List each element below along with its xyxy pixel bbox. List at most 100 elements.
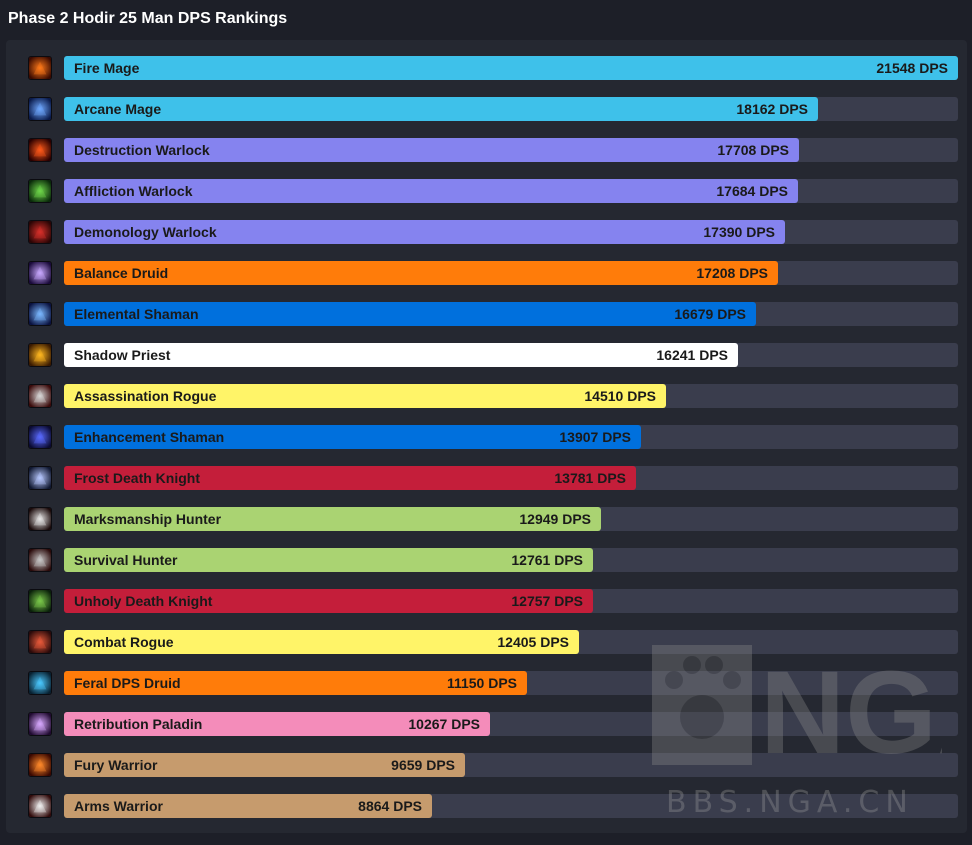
bar-row: Elemental Shaman 16679 DPS [28, 302, 958, 326]
bar-label: Unholy Death Knight [74, 593, 213, 609]
bar-value: 13781 DPS [554, 470, 626, 486]
bar-label: Destruction Warlock [74, 142, 210, 158]
bar-value: 13907 DPS [559, 429, 631, 445]
bar-track: Destruction Warlock 17708 DPS [64, 138, 958, 162]
fire-claw-icon [28, 138, 52, 162]
bar-label: Retribution Paladin [74, 716, 203, 732]
bar: Demonology Warlock 17390 DPS [64, 220, 785, 244]
bar-row: Combat Rogue 12405 DPS [28, 630, 958, 654]
bar-label: Feral DPS Druid [74, 675, 181, 691]
demon-icon [28, 220, 52, 244]
bar-row: Affliction Warlock 17684 DPS [28, 179, 958, 203]
holy-icon [28, 712, 52, 736]
axe-icon [28, 548, 52, 572]
bar: Combat Rogue 12405 DPS [64, 630, 579, 654]
bar-label: Fury Warrior [74, 757, 158, 773]
bar-track: Arcane Mage 18162 DPS [64, 97, 958, 121]
bar-value: 10267 DPS [408, 716, 480, 732]
bar-track: Fire Mage 21548 DPS [64, 56, 958, 80]
bar-track: Combat Rogue 12405 DPS [64, 630, 958, 654]
bar-track: Enhancement Shaman 13907 DPS [64, 425, 958, 449]
bar-track: Frost Death Knight 13781 DPS [64, 466, 958, 490]
bar-value: 17708 DPS [717, 142, 789, 158]
bar-track: Marksmanship Hunter 12949 DPS [64, 507, 958, 531]
blade-icon [28, 630, 52, 654]
bar-label: Frost Death Knight [74, 470, 200, 486]
bar-value: 12405 DPS [497, 634, 569, 650]
page-title: Phase 2 Hodir 25 Man DPS Rankings [8, 10, 288, 27]
dagger-icon [28, 384, 52, 408]
bar-label: Affliction Warlock [74, 183, 193, 199]
sword-icon [28, 794, 52, 818]
bar-value: 16679 DPS [674, 306, 746, 322]
bar-value: 16241 DPS [656, 347, 728, 363]
rage-icon [28, 753, 52, 777]
plague-icon [28, 589, 52, 613]
frost-icon [28, 466, 52, 490]
bar-row: Fury Warrior 9659 DPS [28, 753, 958, 777]
bar-row: Unholy Death Knight 12757 DPS [28, 589, 958, 613]
bar-row: Retribution Paladin 10267 DPS [28, 712, 958, 736]
bar-value: 14510 DPS [584, 388, 656, 404]
bar-row: Frost Death Knight 13781 DPS [28, 466, 958, 490]
bar: Elemental Shaman 16679 DPS [64, 302, 756, 326]
bar-value: 12761 DPS [511, 552, 583, 568]
bar-value: 12949 DPS [519, 511, 591, 527]
bar: Affliction Warlock 17684 DPS [64, 179, 798, 203]
bar-track: Shadow Priest 16241 DPS [64, 343, 958, 367]
bar-value: 17208 DPS [696, 265, 768, 281]
bar-row: Enhancement Shaman 13907 DPS [28, 425, 958, 449]
bar-value: 18162 DPS [736, 101, 808, 117]
lightning-icon [28, 302, 52, 326]
bar: Destruction Warlock 17708 DPS [64, 138, 799, 162]
bar-value: 12757 DPS [511, 593, 583, 609]
arcane-icon [28, 97, 52, 121]
bar-label: Balance Druid [74, 265, 169, 281]
bar-row: Fire Mage 21548 DPS [28, 56, 958, 80]
bar: Marksmanship Hunter 12949 DPS [64, 507, 601, 531]
bar-track: Feral DPS Druid 11150 DPS [64, 671, 958, 695]
bar: Frost Death Knight 13781 DPS [64, 466, 636, 490]
bar-value: 17684 DPS [716, 183, 788, 199]
bar-row: Feral DPS Druid 11150 DPS [28, 671, 958, 695]
bar: Fury Warrior 9659 DPS [64, 753, 465, 777]
bar-label: Assassination Rogue [74, 388, 217, 404]
bar: Balance Druid 17208 DPS [64, 261, 778, 285]
bar-track: Affliction Warlock 17684 DPS [64, 179, 958, 203]
bar-row: Survival Hunter 12761 DPS [28, 548, 958, 572]
bar-track: Assassination Rogue 14510 DPS [64, 384, 958, 408]
bar: Shadow Priest 16241 DPS [64, 343, 738, 367]
bar-track: Elemental Shaman 16679 DPS [64, 302, 958, 326]
bar-row: Arms Warrior 8864 DPS [28, 794, 958, 818]
bar-track: Arms Warrior 8864 DPS [64, 794, 958, 818]
bar-track: Balance Druid 17208 DPS [64, 261, 958, 285]
bar-row: Demonology Warlock 17390 DPS [28, 220, 958, 244]
bar-row: Arcane Mage 18162 DPS [28, 97, 958, 121]
bar-label: Arcane Mage [74, 101, 162, 117]
bar: Assassination Rogue 14510 DPS [64, 384, 666, 408]
bar-value: 11150 DPS [446, 675, 517, 691]
bar-label: Shadow Priest [74, 347, 171, 363]
bar-label: Survival Hunter [74, 552, 178, 568]
arrow-icon [28, 507, 52, 531]
bar-label: Combat Rogue [74, 634, 174, 650]
shadow-skull-icon [28, 343, 52, 367]
bar: Unholy Death Knight 12757 DPS [64, 589, 593, 613]
bar-label: Enhancement Shaman [74, 429, 225, 445]
shield-icon [28, 425, 52, 449]
bar-row: Shadow Priest 16241 DPS [28, 343, 958, 367]
chart-panel: Fire Mage 21548 DPS Arcane Mage 18162 DPS De… [6, 40, 967, 833]
bar-value: 17390 DPS [703, 224, 775, 240]
bar-track: Unholy Death Knight 12757 DPS [64, 589, 958, 613]
bar-value: 8864 DPS [358, 798, 422, 814]
starfall-icon [28, 261, 52, 285]
bar-track: Fury Warrior 9659 DPS [64, 753, 958, 777]
bar: Feral DPS Druid 11150 DPS [64, 671, 527, 695]
fire-icon [28, 56, 52, 80]
bar: Arcane Mage 18162 DPS [64, 97, 818, 121]
bar-value: 21548 DPS [876, 60, 948, 76]
bar-row: Balance Druid 17208 DPS [28, 261, 958, 285]
bar-label: Arms Warrior [74, 798, 163, 814]
bar-label: Marksmanship Hunter [74, 511, 222, 527]
skull-green-icon [28, 179, 52, 203]
